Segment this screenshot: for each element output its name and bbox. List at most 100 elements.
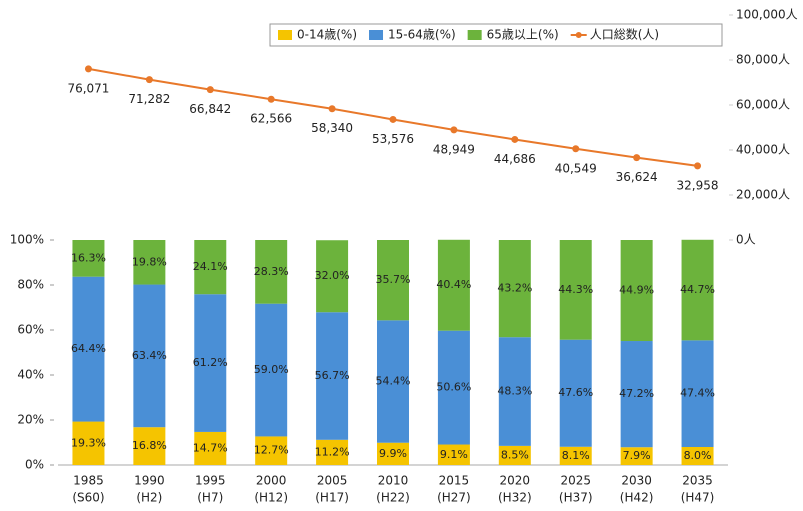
- bar-segment: [437, 444, 470, 465]
- population-point: [145, 76, 153, 84]
- population-point: [572, 145, 580, 153]
- bar-segment: [377, 442, 409, 465]
- bar-label: 56.7%: [315, 369, 350, 382]
- bar-label: 59.0%: [254, 363, 289, 376]
- population-point: [84, 65, 92, 73]
- population-label: 32,958: [677, 178, 719, 192]
- population-label: 58,340: [311, 121, 353, 135]
- y-tick-label: 0%: [25, 458, 44, 472]
- bar-segment: [133, 427, 166, 465]
- x-tick-label: 2005: [317, 474, 348, 488]
- bar-label: 16.3%: [71, 251, 106, 264]
- bar-segment: [255, 240, 288, 304]
- population-label: 40,549: [555, 161, 597, 175]
- bar-label: 47.4%: [680, 387, 715, 400]
- legend-label: 15-64歳(%): [388, 28, 456, 42]
- y-tick-label: 100%: [10, 233, 44, 247]
- population-label: 36,624: [616, 170, 658, 184]
- x-tick-sublabel: (H37): [559, 491, 593, 505]
- bar-label: 32.0%: [315, 269, 350, 282]
- bar-label: 44.7%: [680, 283, 715, 296]
- legend-label: 0-14歳(%): [297, 28, 357, 42]
- bar-label: 40.4%: [436, 278, 471, 291]
- y2-tick-label: 40,000人: [736, 143, 790, 157]
- legend-swatch: [467, 30, 482, 40]
- bar-segment: [377, 240, 409, 321]
- bar-label: 54.4%: [376, 375, 411, 388]
- legend-label: 65歳以上(%): [487, 28, 559, 42]
- legend-swatch: [278, 30, 292, 40]
- y2-tick-label: 20,000人: [736, 188, 790, 202]
- x-tick-sublabel: (H32): [498, 491, 532, 505]
- population-point: [328, 105, 336, 113]
- legend-swatch: [575, 32, 582, 38]
- bar-label: 8.1%: [562, 449, 590, 462]
- bar-label: 63.4%: [132, 349, 167, 362]
- bar-segment: [133, 284, 166, 428]
- bar-segment: [559, 446, 592, 465]
- x-tick-sublabel: (H27): [437, 491, 471, 505]
- bar-segment: [559, 240, 592, 340]
- bar-segment: [72, 421, 105, 465]
- bar-label: 11.2%: [315, 445, 350, 458]
- x-tick-label: 2035: [682, 474, 713, 488]
- y2-tick-label: 60,000人: [736, 98, 790, 112]
- legend-swatch: [369, 30, 384, 40]
- bar-label: 43.2%: [497, 282, 532, 295]
- population-label: 48,949: [433, 142, 475, 156]
- bar-segment: [72, 240, 105, 277]
- bar-segment: [377, 320, 409, 443]
- bar-segment: [316, 312, 349, 440]
- y-tick-label: 40%: [17, 368, 44, 382]
- bar-label: 44.3%: [558, 283, 593, 296]
- population-label: 62,566: [250, 112, 292, 126]
- bar-label: 19.8%: [132, 255, 167, 268]
- y2-tick-label: 100,000人: [736, 8, 798, 22]
- bar-segment: [72, 276, 105, 422]
- y-tick-label: 20%: [17, 413, 44, 427]
- bar-segment: [498, 337, 531, 446]
- population-label: 66,842: [189, 102, 231, 116]
- bar-segment: [681, 239, 714, 341]
- x-tick-sublabel: (S60): [72, 491, 104, 505]
- population-label: 76,071: [67, 81, 109, 95]
- x-tick-label: 1985: [73, 474, 104, 488]
- bar-label: 16.8%: [132, 439, 167, 452]
- y2-tick-label: 0人: [736, 233, 756, 247]
- bar-segment: [681, 340, 714, 447]
- bar-segment: [620, 240, 653, 342]
- bar-label: 47.6%: [558, 386, 593, 399]
- population-label: 53,576: [372, 132, 414, 146]
- bar-segment: [620, 341, 653, 448]
- bar-label: 50.6%: [436, 381, 471, 394]
- population-point: [694, 162, 702, 170]
- bar-label: 14.7%: [193, 441, 228, 454]
- population-point: [633, 154, 641, 162]
- x-tick-label: 2015: [439, 474, 470, 488]
- population-label: 71,282: [128, 92, 170, 106]
- bar-segment: [498, 445, 531, 465]
- bar-label: 61.2%: [193, 356, 228, 369]
- x-tick-label: 1995: [195, 474, 226, 488]
- bar-label: 8.0%: [684, 449, 712, 462]
- population-point: [267, 95, 275, 103]
- bar-label: 28.3%: [254, 265, 289, 278]
- x-tick-label: 1990: [134, 474, 165, 488]
- bar-segment: [437, 330, 470, 445]
- bar-segment: [681, 447, 714, 465]
- bar-label: 44.9%: [619, 284, 654, 297]
- x-tick-label: 2025: [560, 474, 591, 488]
- bar-label: 64.4%: [71, 342, 106, 355]
- y-tick-label: 60%: [17, 323, 44, 337]
- bar-segment: [194, 294, 227, 432]
- legend-box: [269, 23, 723, 47]
- bar-label: 12.7%: [254, 444, 289, 457]
- x-tick-label: 2010: [378, 474, 409, 488]
- x-tick-sublabel: (H22): [376, 491, 410, 505]
- bar-label: 7.9%: [623, 449, 651, 462]
- x-tick-sublabel: (H12): [254, 491, 288, 505]
- bar-segment: [620, 447, 653, 465]
- population-label: 44,686: [494, 152, 536, 166]
- x-tick-sublabel: (H42): [620, 491, 654, 505]
